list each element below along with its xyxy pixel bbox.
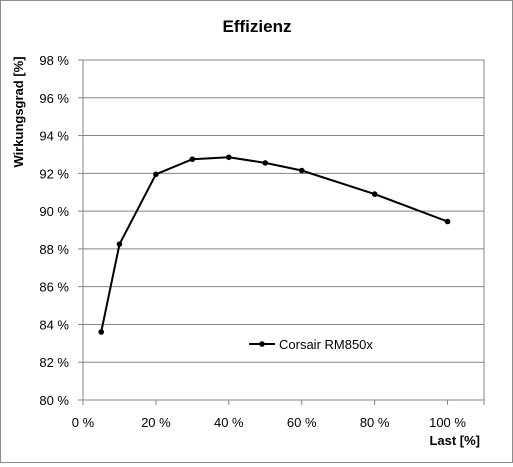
y-tick-label: 80 % — [39, 393, 69, 408]
data-point — [116, 241, 123, 247]
y-axis-label: Wirkungsgrad [%] — [11, 56, 26, 167]
x-tick-label: 100 % — [429, 415, 466, 430]
series-line — [100, 156, 448, 333]
data-point — [226, 154, 232, 161]
data-point — [298, 167, 305, 174]
legend-label: Corsair RM850x — [279, 337, 373, 352]
legend-marker — [259, 341, 265, 347]
x-tick-label: 40 % — [214, 415, 244, 430]
plot-area — [82, 59, 485, 401]
y-tick-label: 98 % — [39, 53, 69, 68]
y-tick-label: 92 % — [39, 166, 69, 181]
data-point — [98, 329, 105, 335]
y-tick-label: 90 % — [39, 204, 69, 219]
gridlines — [83, 97, 484, 363]
chart-title: Effizienz — [223, 17, 292, 36]
y-tick-label: 88 % — [39, 242, 69, 257]
y-tick-label: 82 % — [39, 355, 69, 370]
y-tick-label: 84 % — [39, 317, 69, 332]
data-series — [98, 154, 451, 335]
x-tick-label: 20 % — [141, 415, 171, 430]
y-axis-ticks: 80 % 82 % 84 % 86 % 88 % 90 % 92 % 94 % 96 % 98 % — [39, 53, 83, 408]
data-point — [262, 160, 269, 166]
y-tick-label: 86 % — [39, 280, 69, 295]
x-tick-label: 60 % — [287, 415, 317, 430]
legend: Corsair RM850x — [249, 337, 373, 352]
data-point — [371, 191, 378, 197]
x-tick-label: 0 % — [72, 415, 95, 430]
x-axis-ticks: 0 % 20 % 40 % 60 % 80 % 100 % — [72, 400, 485, 430]
data-point — [189, 156, 196, 162]
data-point — [444, 218, 451, 225]
x-tick-label: 80 % — [360, 415, 390, 430]
y-tick-label: 96 % — [39, 91, 69, 106]
y-tick-label: 94 % — [39, 129, 69, 144]
x-axis-label: Last [%] — [429, 433, 480, 448]
data-point — [153, 171, 159, 178]
